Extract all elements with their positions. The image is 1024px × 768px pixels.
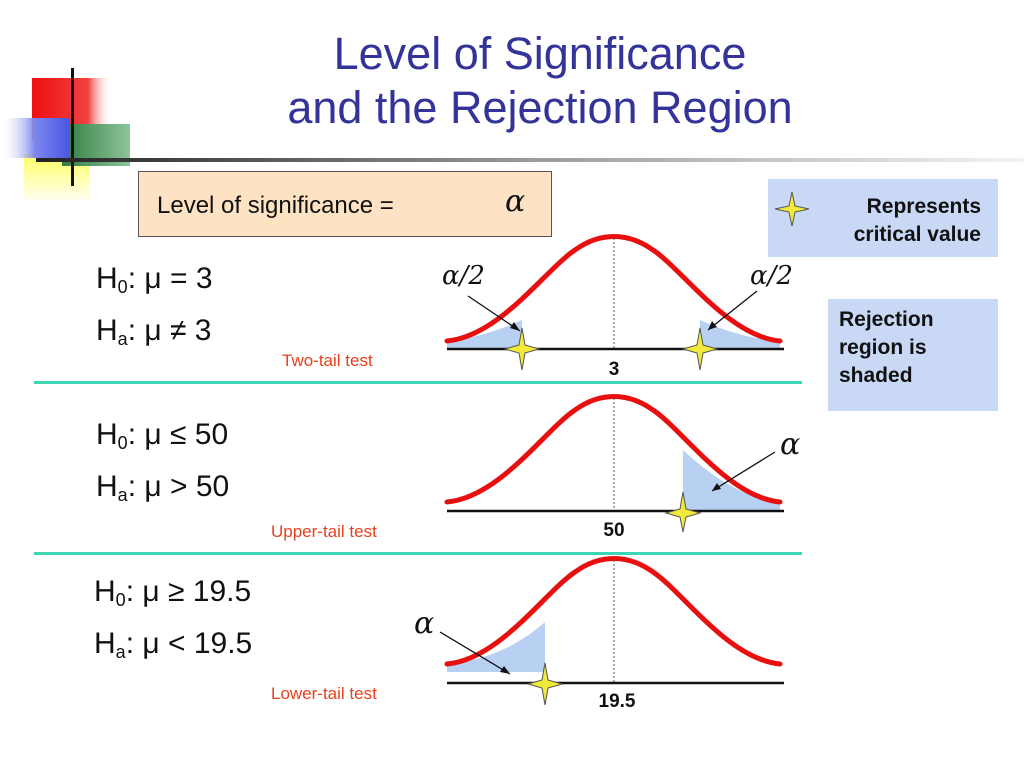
- legend-critical-line1: Represents: [866, 195, 981, 218]
- null-hypothesis: H0: μ = 3: [96, 262, 213, 297]
- center-label: 50: [603, 520, 624, 541]
- legend-critical-line2: critical value: [853, 223, 981, 246]
- panel-separator: [34, 552, 802, 555]
- center-label: 3: [609, 359, 620, 380]
- alternative-hypothesis: Ha: μ < 19.5: [94, 627, 253, 662]
- upper-tail-diagram: [444, 394, 784, 533]
- legend-rejection-line1: Rejection: [839, 308, 934, 331]
- star-icon: [774, 191, 810, 227]
- normal-curve: [444, 394, 783, 505]
- lower-tail-diagram: [439, 556, 784, 706]
- arrow-lower-tail: [439, 631, 511, 675]
- legend-rejection-line2: region is: [839, 336, 927, 359]
- critical-value-star: [526, 662, 564, 706]
- test-type-label: Upper-tail test: [271, 522, 377, 541]
- test-type-label: Lower-tail test: [271, 684, 377, 703]
- alpha-symbol: α: [505, 184, 526, 219]
- legend-rejection-line3: shaded: [839, 364, 913, 387]
- significance-box: Level of significance = α: [138, 171, 552, 237]
- normal-curve: [444, 234, 783, 344]
- legend-critical-value: Represents critical value: [768, 179, 998, 257]
- critical-value-star: [664, 491, 702, 533]
- alternative-hypothesis: Ha: μ > 50: [96, 470, 230, 505]
- arrow-upper-tail: [711, 451, 776, 492]
- center-label: 19.5: [599, 691, 636, 712]
- left-rejection-region: [447, 320, 522, 349]
- null-hypothesis: H0: μ ≥ 19.5: [94, 575, 252, 610]
- panel-separator: [34, 381, 802, 384]
- critical-value-star: [681, 327, 719, 371]
- right-rejection-region: [683, 450, 780, 511]
- normal-curve: [444, 556, 783, 667]
- tail-label-right: α/2: [750, 261, 793, 291]
- critical-value-star: [503, 327, 541, 371]
- tail-label-upper: α: [780, 427, 800, 462]
- alternative-hypothesis: Ha: μ ≠ 3: [96, 314, 212, 349]
- test-type-label: Two-tail test: [282, 351, 373, 370]
- arrow-left-tail: [467, 295, 521, 332]
- right-rejection-region: [700, 320, 780, 349]
- page-title-line2: and the Rejection Region: [287, 82, 793, 133]
- tail-label-lower: α: [414, 606, 434, 641]
- significance-label: Level of significance =: [157, 192, 394, 219]
- two-tail-diagram: [444, 234, 784, 371]
- null-hypothesis: H0: μ ≤ 50: [96, 418, 229, 453]
- logo-decoration: [0, 68, 1024, 200]
- left-rejection-region: [447, 622, 545, 672]
- arrow-right-tail: [707, 290, 758, 331]
- legend-rejection-region: Rejection region is shaded: [828, 299, 998, 411]
- page-title-line1: Level of Significance: [333, 28, 747, 79]
- tail-label-left: α/2: [442, 261, 485, 291]
